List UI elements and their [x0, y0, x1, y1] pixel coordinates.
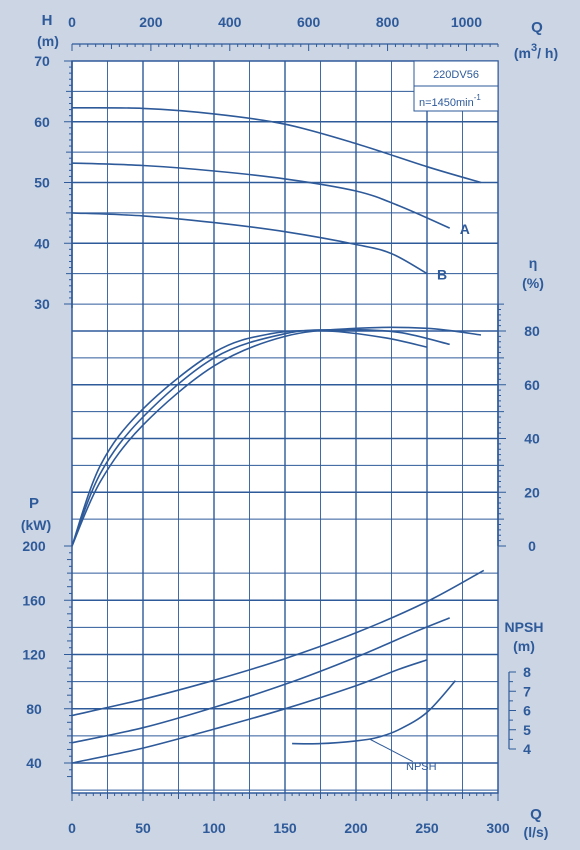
head-curve [71, 212, 428, 275]
labels: A B NPSH [369, 221, 470, 773]
flow-m3h-tick-label: 200 [139, 14, 163, 30]
power-tick-label: 160 [22, 592, 46, 608]
head-curve-label: A [460, 221, 470, 237]
flow-lps-axis-unit: (l/s) [524, 824, 549, 840]
flow-m3h-tick-label: 0 [68, 14, 76, 30]
flow-lps-tick-label: 0 [68, 820, 76, 836]
power-tick-label: 120 [22, 647, 46, 663]
power-curve [71, 659, 428, 764]
efficiency-curve [71, 326, 482, 547]
head-tick-label: 70 [34, 53, 50, 69]
npsh-tick-label: 6 [523, 703, 531, 719]
efficiency-tick-label: 20 [524, 484, 540, 500]
efficiency-axis-unit: (%) [522, 275, 544, 291]
npsh-leader-line [369, 738, 414, 762]
head-tick-label: 60 [34, 114, 50, 130]
power-tick-label: 200 [22, 538, 46, 554]
head-axis-unit: (m) [37, 33, 59, 49]
head-tick-label: 40 [34, 235, 50, 251]
flow-m3h-axis-label: Q [531, 19, 543, 36]
efficiency-tick-label: 40 [524, 431, 540, 447]
head-tick-label: 50 [34, 175, 50, 191]
efficiency-curve [71, 329, 428, 547]
power-curve [71, 569, 485, 717]
npsh-axis-label: NPSH [505, 619, 544, 635]
flow-m3h-tick-label: 400 [218, 14, 242, 30]
efficiency-tick-label: 80 [524, 323, 540, 339]
power-tick-label: 80 [26, 701, 42, 717]
efficiency-axis-label: η [529, 255, 538, 271]
efficiency-curve [71, 328, 450, 547]
model-box: 220DV56 n=1450min-1 [413, 60, 499, 112]
head-curve [71, 162, 451, 229]
head-curve-label: B [437, 267, 447, 283]
power-curve [71, 617, 451, 744]
curves [71, 106, 485, 764]
flow-lps-tick-label: 150 [273, 820, 297, 836]
flow-m3h-unit-base: (m [514, 45, 531, 61]
flow-lps-tick-label: 200 [344, 820, 368, 836]
flow-m3h-axis-unit: (m3/ h) [514, 42, 558, 61]
flow-lps-tick-label: 100 [202, 820, 226, 836]
efficiency-tick-label: 60 [524, 377, 540, 393]
npsh-axis-unit: (m) [513, 638, 535, 654]
flow-m3h-tick-label: 600 [297, 14, 321, 30]
efficiency-tick-label: 0 [528, 538, 536, 554]
model-name: 220DV56 [433, 69, 479, 81]
flow-m3h-unit-exp: 3 [531, 42, 537, 54]
flow-m3h-unit-end: / h) [537, 45, 558, 61]
flow-lps-tick-label: 300 [486, 820, 510, 836]
flow-lps-tick-label: 50 [135, 820, 151, 836]
npsh-tick-label: 7 [523, 683, 531, 699]
npsh-tick-label: 5 [523, 722, 531, 738]
npsh-tick-label: 8 [523, 664, 531, 680]
head-tick-label: 30 [34, 296, 50, 312]
power-axis-label: P [29, 495, 39, 512]
npsh-curve [292, 680, 456, 745]
power-axis-unit: (kW) [21, 517, 51, 533]
flow-lps-axis-label: Q [530, 806, 542, 823]
flow-m3h-tick-label: 1000 [451, 14, 482, 30]
flow-lps-tick-label: 250 [415, 820, 439, 836]
head-axis-label: H [42, 12, 53, 29]
flow-m3h-tick-label: 800 [376, 14, 400, 30]
head-curve [71, 106, 482, 184]
speed-text: n=1450min [419, 97, 474, 109]
speed-label: n=1450min-1 [419, 93, 481, 109]
npsh-tick-label: 4 [523, 741, 531, 757]
npsh-curve-label: NPSH [406, 761, 437, 773]
power-tick-label: 40 [26, 755, 42, 771]
grid [71, 60, 499, 794]
speed-exponent: -1 [474, 93, 482, 102]
